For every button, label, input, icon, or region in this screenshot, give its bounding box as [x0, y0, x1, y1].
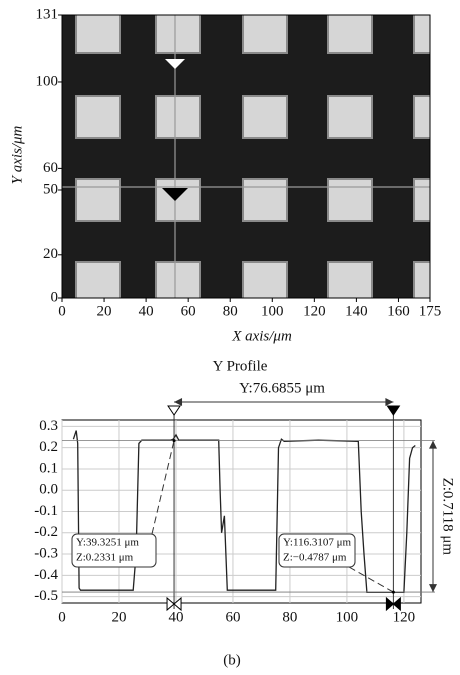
pattern-square [327, 261, 373, 298]
pattern-square [242, 261, 288, 298]
y-tick-label: -0.4 [34, 567, 58, 583]
cursor-leader [348, 566, 394, 593]
y-tick-label: 0.2 [39, 439, 58, 455]
pattern-square [327, 178, 373, 222]
x-tick-label: 40 [168, 609, 183, 625]
x-tick-label: 80 [223, 303, 238, 319]
y-tick-label: 131 [36, 6, 59, 22]
x-tick-label: 60 [181, 303, 196, 319]
pattern-square [75, 261, 121, 298]
pattern-square [155, 15, 201, 54]
arrow-head [385, 398, 394, 406]
x-tick-label: 160 [387, 303, 410, 319]
cursor-marker-bottom [392, 596, 401, 612]
arrow-head [174, 398, 183, 406]
height-label: Z:0.7118 μm [440, 478, 456, 556]
pattern-square [242, 178, 288, 222]
pattern-square [327, 15, 373, 54]
x-tick-label: 0 [58, 609, 66, 625]
y-axis-label: Y axis/μm [9, 125, 25, 184]
cursor-box [71, 533, 157, 568]
x-tick-label: 80 [282, 609, 297, 625]
y-tick-label: -0.5 [34, 588, 58, 604]
y-tick-label: 0.3 [39, 418, 58, 434]
pattern-square [155, 95, 201, 139]
y-tick-label: -0.2 [34, 524, 58, 540]
y-tick-label: 0.0 [39, 482, 58, 498]
cursor-label: Z:0.2331 μm [76, 552, 134, 564]
x-tick-label: 0 [58, 303, 66, 319]
distance-label: Y:76.6855 μm [239, 380, 325, 396]
cursor-box [278, 533, 356, 568]
y-tick-label: -0.3 [34, 545, 58, 561]
pattern-square [413, 178, 430, 222]
y-tick-label: 60 [43, 160, 58, 176]
x-tick-label: 60 [225, 609, 240, 625]
cursor-marker-top [386, 405, 401, 416]
x-axis-label: X axis/μm [231, 328, 292, 344]
cursor-label: Z:−0.4787 μm [283, 552, 347, 564]
cursor-label: Y:39.3251 μm [76, 537, 139, 549]
pattern-square [413, 95, 430, 139]
caption: (b) [223, 652, 241, 668]
pattern-square [155, 178, 201, 222]
cursor-marker-bottom [385, 596, 395, 612]
y-tick-label: 0 [51, 289, 59, 305]
arrow-head [429, 584, 437, 593]
cursor-marker-top [167, 405, 181, 416]
profile-title: Y Profile [213, 358, 268, 374]
image-background [62, 15, 430, 298]
cursor-leader [151, 440, 175, 535]
marker-black [162, 188, 188, 201]
y-tick-label: 0.1 [39, 460, 58, 476]
pattern-square [327, 95, 373, 139]
pattern-square [75, 15, 121, 54]
y-tick-label: 50 [43, 181, 58, 197]
x-tick-label: 20 [97, 303, 112, 319]
pattern-square [413, 261, 430, 298]
cursor-label: Y:116.3107 μm [283, 537, 351, 549]
x-tick-label: 175 [419, 303, 442, 319]
x-tick-label: 140 [345, 303, 368, 319]
cursor-marker-bottom [166, 596, 175, 612]
arrow-head [429, 440, 437, 449]
pattern-square [242, 95, 288, 139]
x-tick-label: 120 [303, 303, 326, 319]
x-tick-label: 100 [336, 609, 359, 625]
image-pattern [75, 15, 430, 298]
image-frame [61, 14, 431, 299]
y-tick-label: -0.1 [34, 503, 58, 519]
y-tick-label: 100 [36, 73, 59, 89]
y-tick-label: 20 [43, 246, 58, 262]
x-tick-label: 20 [111, 609, 126, 625]
cursor-marker-bottom [173, 596, 182, 612]
pattern-square [413, 15, 430, 54]
pattern-square [155, 261, 201, 298]
x-tick-label: 120 [393, 609, 416, 625]
cursor-point [391, 590, 395, 594]
x-tick-label: 100 [261, 303, 284, 319]
profile-line [72, 430, 416, 594]
x-tick-label: 40 [139, 303, 154, 319]
cursor-point [172, 439, 176, 443]
pattern-square [75, 178, 121, 222]
pattern-square [242, 15, 288, 54]
pattern-square [75, 95, 121, 139]
marker-white [165, 59, 185, 69]
